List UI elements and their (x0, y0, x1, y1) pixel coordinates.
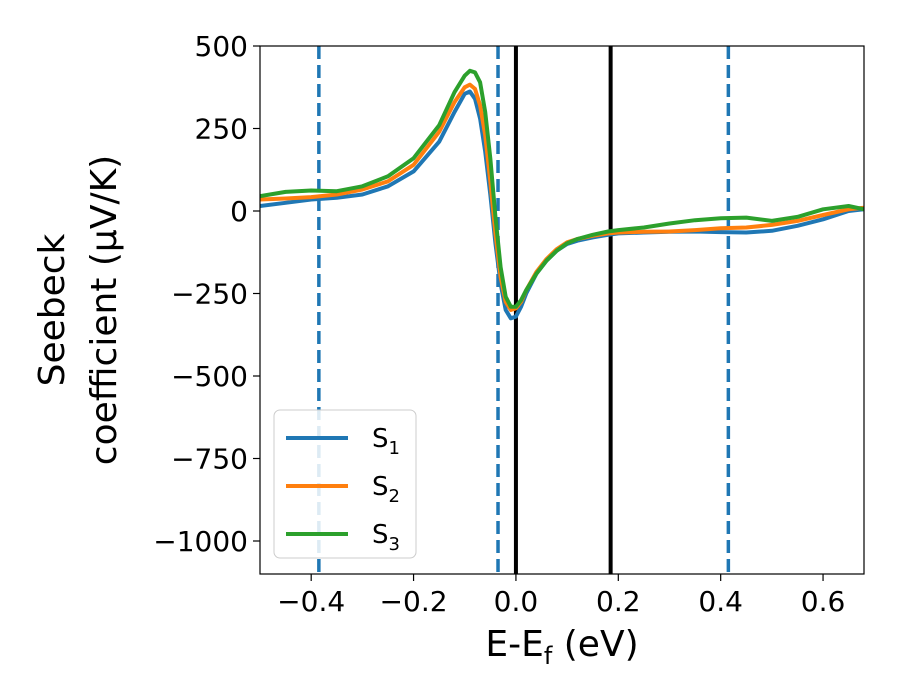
y-axis-title-line1: Seebeck (32, 233, 73, 386)
x-axis-title-unit: (eV) (552, 624, 638, 665)
legend-label-s2: S2 (372, 472, 400, 507)
y-axis-title-line2: coefficient (μV/K) (84, 155, 125, 465)
x-tick-label: 0.4 (698, 585, 743, 618)
y-tick-label: −750 (171, 443, 248, 476)
axes-layer: −0.4 −0.2 0.0 0.2 0.4 0.6 500 250 0 −250 −500 −750 −… (153, 30, 865, 618)
legend: S1 S2 S3 (273, 409, 417, 559)
plot-layer (260, 46, 864, 574)
y-tick-label: −500 (171, 360, 248, 393)
x-tick-label: 0.6 (801, 585, 846, 618)
x-tick-label: −0.4 (277, 585, 345, 618)
x-axis-title: E-Ef (eV) (485, 624, 638, 670)
y-tick-label: 500 (195, 30, 248, 63)
x-tick-label: 0.2 (596, 585, 641, 618)
y-tick-label: −250 (171, 278, 248, 311)
legend-label-s3: S3 (372, 520, 400, 555)
x-axis-title-main: E-E (485, 624, 543, 665)
legend-label-s1: S1 (372, 424, 400, 459)
x-tick-label: −0.2 (380, 585, 448, 618)
x-tick-label: 0.0 (494, 585, 539, 618)
plot-area (260, 46, 864, 574)
plot-frame (259, 45, 865, 575)
series-line-s1 (260, 89, 864, 321)
y-tick-label: 0 (230, 195, 248, 228)
x-axis-title-sub: f (544, 642, 553, 670)
series-line-s3 (260, 68, 864, 309)
y-axis-title: Seebeck coefficient (μV/K) (32, 155, 125, 465)
y-tick-label: 250 (195, 113, 248, 146)
y-tick-label: −1000 (153, 525, 248, 558)
